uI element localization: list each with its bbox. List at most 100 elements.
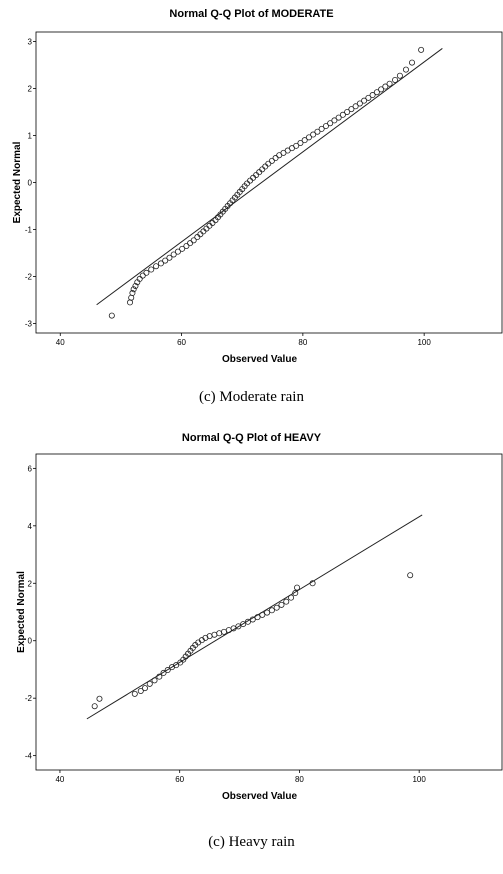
y-tick-label: 2 — [28, 84, 33, 93]
data-point — [162, 257, 169, 264]
data-point — [272, 155, 279, 162]
data-point — [331, 117, 338, 124]
data-point — [259, 611, 266, 618]
x-tick-label: 60 — [177, 338, 186, 347]
data-point — [268, 607, 275, 614]
data-point — [131, 690, 138, 697]
data-point — [344, 108, 351, 115]
x-tick-label: 40 — [56, 338, 65, 347]
data-point — [297, 139, 304, 146]
data-point — [335, 114, 342, 121]
data-point — [356, 100, 363, 107]
data-point — [288, 594, 295, 601]
y-tick-label: -4 — [25, 752, 33, 761]
data-point — [322, 123, 329, 130]
x-tick-label: 100 — [412, 775, 426, 784]
data-point — [91, 703, 98, 710]
data-point — [148, 266, 155, 273]
data-point — [137, 687, 144, 694]
data-point — [309, 580, 316, 587]
data-point — [179, 245, 186, 252]
data-point — [141, 685, 148, 692]
data-point — [264, 609, 271, 616]
data-point — [156, 673, 163, 680]
data-point — [166, 254, 173, 261]
data-point — [310, 131, 317, 138]
data-point — [146, 680, 153, 687]
data-point — [136, 275, 143, 282]
data-point — [318, 125, 325, 132]
data-point — [130, 286, 137, 293]
data-point — [170, 251, 177, 258]
chart-title-heavy: Normal Q-Q Plot of HEAVY — [181, 432, 322, 444]
data-point — [361, 97, 368, 104]
data-point — [407, 572, 414, 579]
data-point — [164, 667, 171, 674]
data-point — [240, 621, 247, 628]
x-axis-label: Observed Value — [222, 354, 297, 365]
qq-plot-moderate: 3 2 1 0 -1 -2 -3 40 60 80 100 Observed Value Expecte… — [12, 31, 503, 365]
data-point — [190, 237, 197, 244]
moderate-panel: Normal Q-Q Plot of MODERATE 3 2 1 0 -1 -2 -3 40… — [0, 0, 503, 420]
data-point — [392, 76, 399, 83]
data-point — [235, 623, 242, 630]
y-axis-label: Expected Normal — [16, 571, 27, 653]
data-point — [365, 94, 372, 101]
y-tick-label: -1 — [25, 226, 33, 235]
data-point — [174, 248, 181, 255]
y-axis-label: Expected Normal — [12, 141, 23, 223]
data-point — [348, 106, 355, 113]
y-tick-label: -2 — [25, 694, 33, 703]
data-point — [396, 72, 403, 79]
x-tick-label: 100 — [417, 338, 431, 347]
data-point — [108, 312, 115, 319]
y-tick-label: 4 — [28, 522, 33, 531]
data-point — [273, 604, 280, 611]
data-point — [187, 240, 194, 247]
data-point — [249, 616, 256, 623]
data-point — [254, 614, 261, 621]
y-tick-label: 6 — [28, 464, 33, 473]
chart-title-moderate: Normal Q-Q Plot of MODERATE — [169, 8, 334, 20]
data-point — [129, 290, 136, 297]
data-point — [139, 272, 146, 279]
data-point — [294, 584, 301, 591]
heavy-panel: Normal Q-Q Plot of HEAVY 6 4 2 0 -2 -4 40 60 80 1… — [0, 430, 503, 874]
data-point — [352, 103, 359, 110]
data-point — [132, 282, 139, 289]
data-point — [151, 677, 158, 684]
y-tick-label: 2 — [28, 579, 33, 588]
reference-line — [96, 48, 443, 306]
data-point — [314, 128, 321, 135]
y-tick-label: -2 — [25, 273, 33, 282]
data-point — [327, 120, 334, 127]
y-tick-label: 0 — [28, 637, 33, 646]
data-point — [268, 157, 275, 164]
data-point — [292, 590, 299, 597]
data-point — [173, 662, 180, 669]
reference-line — [86, 514, 423, 720]
caption-moderate: (c) Moderate rain — [199, 389, 304, 405]
data-point — [278, 601, 285, 608]
data-point — [265, 160, 272, 167]
x-tick-label: 80 — [298, 338, 307, 347]
data-point — [283, 598, 290, 605]
data-point — [386, 80, 393, 87]
data-point — [157, 260, 164, 267]
data-point — [373, 89, 380, 96]
data-point — [160, 669, 167, 676]
x-axis-label: Observed Value — [222, 791, 297, 802]
y-tick-label: 0 — [28, 179, 33, 188]
data-point — [409, 59, 416, 66]
qq-plot-heavy: 6 4 2 0 -2 -4 40 60 80 100 Observed Value Expected … — [16, 453, 503, 802]
data-point — [418, 46, 425, 53]
data-point — [382, 83, 389, 90]
data-point — [244, 618, 251, 625]
data-point — [183, 242, 190, 249]
data-point — [305, 134, 312, 141]
data-point — [96, 695, 103, 702]
x-tick-label: 80 — [295, 775, 304, 784]
x-tick-label: 40 — [55, 775, 64, 784]
data-point — [402, 66, 409, 73]
data-point — [369, 92, 376, 99]
